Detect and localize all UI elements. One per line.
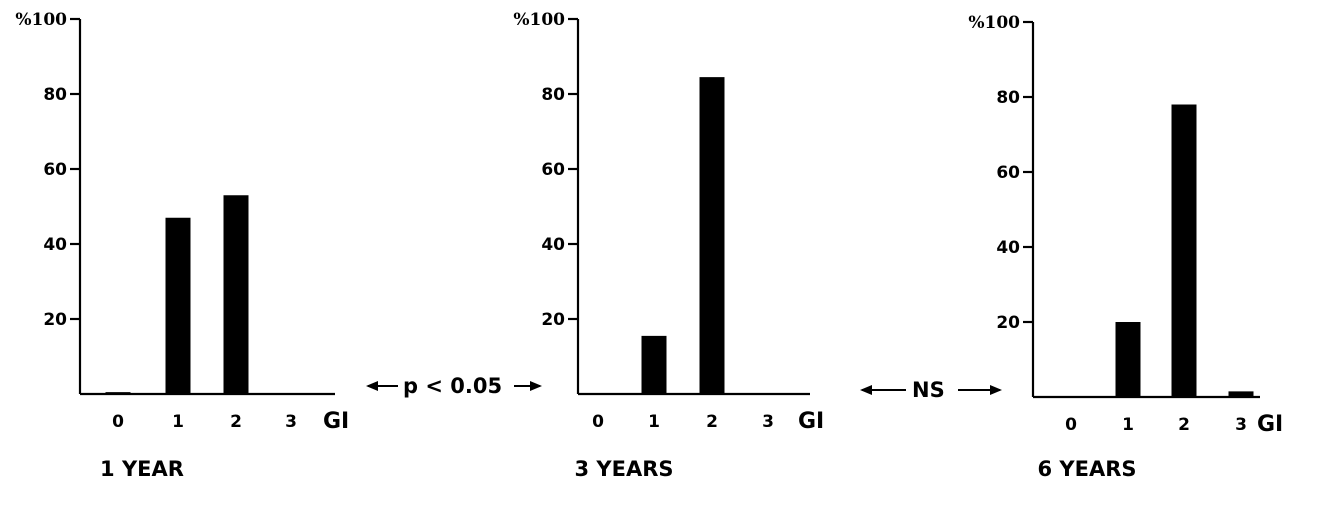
y-top-label: %100 [513, 10, 565, 30]
comparison-annotation-1-3: p < 0.05 [366, 374, 542, 398]
panel-title: 1 YEAR [100, 457, 184, 481]
x-tick-label: 1 [648, 412, 660, 432]
x-tick-label: 3 [762, 412, 774, 432]
comparison-label-1-3: p < 0.05 [403, 374, 502, 398]
bar-gi-2 [1171, 104, 1197, 397]
panel-title: 3 YEARS [574, 457, 673, 481]
bar-gi-3 [1228, 391, 1254, 397]
x-tick-label: 0 [592, 412, 604, 432]
chart-panel-1: 20 40 60 80 %100 0 1 2 3 GI 1 YEAR [15, 10, 349, 481]
x-tick-label: 3 [1235, 415, 1247, 435]
x-tick-label: 1 [172, 412, 184, 432]
x-tick-label: 1 [1122, 415, 1134, 435]
y-tick-label: 40 [43, 235, 67, 255]
y-tick-label: 80 [541, 85, 565, 105]
x-axis-label: GI [323, 409, 349, 434]
bar-gi-1 [1115, 322, 1141, 397]
bar-gi-1 [641, 335, 667, 394]
y-tick-label: 80 [996, 88, 1020, 108]
bar-gi-1 [165, 217, 191, 394]
x-axis-label: GI [798, 409, 824, 434]
x-tick-label: 2 [1178, 415, 1190, 435]
x-tick-label: 0 [1065, 415, 1077, 435]
y-tick-label: 20 [541, 310, 565, 330]
chart-panel-2: 20 40 60 80 %100 0 1 2 3 GI 3 YEARS [513, 10, 824, 481]
y-tick-label: 40 [541, 235, 565, 255]
y-tick-label: 40 [996, 238, 1020, 258]
y-top-label: %100 [15, 10, 67, 30]
y-top-label: %100 [968, 13, 1020, 33]
bar-gi-2 [223, 195, 249, 394]
chart-panel-3: 20 40 60 80 %100 0 1 2 3 GI 6 YEARS [968, 13, 1283, 481]
y-tick-label: 60 [996, 163, 1020, 183]
x-axis-label: GI [1257, 412, 1283, 437]
y-tick-label: 80 [43, 85, 67, 105]
y-tick-label: 20 [996, 313, 1020, 333]
bar-gi-0 [105, 392, 131, 394]
x-tick-label: 2 [230, 412, 242, 432]
panel-title: 6 YEARS [1037, 457, 1136, 481]
y-tick-label: 60 [43, 160, 67, 180]
comparison-label-3-6: NS [912, 378, 945, 402]
bar-gi-2 [699, 77, 725, 394]
x-tick-label: 2 [706, 412, 718, 432]
x-tick-label: 3 [285, 412, 297, 432]
y-tick-label: 20 [43, 310, 67, 330]
comparison-annotation-3-6: NS [860, 378, 1002, 402]
x-tick-label: 0 [112, 412, 124, 432]
y-tick-label: 60 [541, 160, 565, 180]
